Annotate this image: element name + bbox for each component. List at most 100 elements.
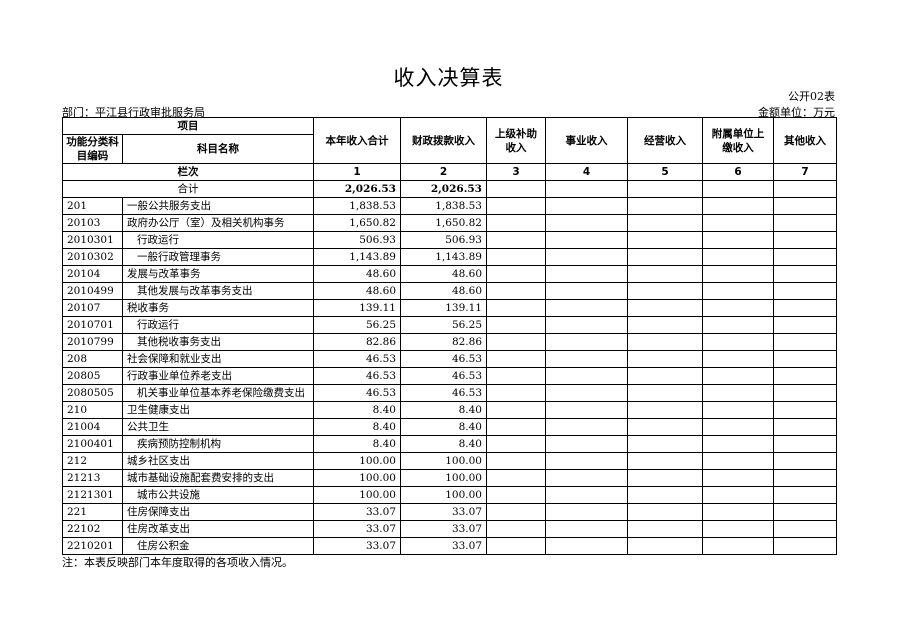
affiliated-income-cell <box>702 418 774 436</box>
code-cell: 20805 <box>62 367 123 385</box>
total-label: 合计 <box>62 180 314 198</box>
code-cell: 221 <box>62 503 123 521</box>
header-col-7: 其他收入 <box>773 117 837 164</box>
affiliated-income-cell <box>702 486 774 504</box>
code-cell: 21213 <box>62 469 123 487</box>
operating-income-cell <box>627 282 703 300</box>
business-income-cell <box>545 197 628 215</box>
total-income-cell: 100.00 <box>313 486 401 504</box>
total-value-4 <box>545 180 628 198</box>
fiscal-income-cell: 1,143.89 <box>400 248 487 266</box>
business-income-cell <box>545 367 628 385</box>
total-value-7 <box>773 180 837 198</box>
name-cell: 行政运行 <box>122 316 314 334</box>
fiscal-income-cell: 100.00 <box>400 486 487 504</box>
fiscal-income-cell: 33.07 <box>400 537 487 555</box>
other-income-cell <box>773 214 837 232</box>
operating-income-cell <box>627 214 703 232</box>
total-income-cell: 1,838.53 <box>313 197 401 215</box>
business-income-cell <box>545 214 628 232</box>
fiscal-income-cell: 1,838.53 <box>400 197 487 215</box>
superior-subsidy-cell <box>486 367 546 385</box>
superior-subsidy-cell <box>486 401 546 419</box>
table-row: 22102 住房改革支出 33.07 33.07 <box>62 520 837 538</box>
operating-income-cell <box>627 299 703 317</box>
name-cell: 其他税收事务支出 <box>122 333 314 351</box>
operating-income-cell <box>627 520 703 538</box>
other-income-cell <box>773 282 837 300</box>
affiliated-income-cell <box>702 520 774 538</box>
name-cell: 行政事业单位养老支出 <box>122 367 314 385</box>
affiliated-income-cell <box>702 248 774 266</box>
business-income-cell <box>545 418 628 436</box>
header-col-5: 经营收入 <box>627 117 703 164</box>
total-income-cell: 33.07 <box>313 537 401 555</box>
other-income-cell <box>773 384 837 402</box>
code-cell: 2010799 <box>62 333 123 351</box>
name-cell: 一般公共服务支出 <box>122 197 314 215</box>
fiscal-income-cell: 56.25 <box>400 316 487 334</box>
name-cell: 疾病预防控制机构 <box>122 435 314 453</box>
other-income-cell <box>773 367 837 385</box>
operating-income-cell <box>627 418 703 436</box>
table-row: 20104 发展与改革事务 48.60 48.60 <box>62 265 837 283</box>
seq-2: 2 <box>400 163 487 181</box>
total-value-5 <box>627 180 703 198</box>
superior-subsidy-cell <box>486 520 546 538</box>
other-income-cell <box>773 350 837 368</box>
page-title: 收入决算表 <box>393 66 504 90</box>
total-income-cell: 139.11 <box>313 299 401 317</box>
superior-subsidy-cell <box>486 469 546 487</box>
code-cell: 201 <box>62 197 123 215</box>
table-row: 20103 政府办公厅（室）及相关机构事务 1,650.82 1,650.82 <box>62 214 837 232</box>
fiscal-income-cell: 506.93 <box>400 231 487 249</box>
fiscal-income-cell: 139.11 <box>400 299 487 317</box>
table-row: 221 住房保障支出 33.07 33.07 <box>62 503 837 521</box>
business-income-cell <box>545 503 628 521</box>
header-col-4: 事业收入 <box>545 117 628 164</box>
code-cell: 208 <box>62 350 123 368</box>
header-code: 功能分类科目编码 <box>62 134 123 164</box>
table-row: 2010499 其他发展与改革事务支出 48.60 48.60 <box>62 282 837 300</box>
total-value-2: 2,026.53 <box>400 180 487 198</box>
name-cell: 卫生健康支出 <box>122 401 314 419</box>
total-income-cell: 33.07 <box>313 520 401 538</box>
operating-income-cell <box>627 197 703 215</box>
total-income-cell: 8.40 <box>313 401 401 419</box>
fiscal-income-cell: 48.60 <box>400 282 487 300</box>
affiliated-income-cell <box>702 197 774 215</box>
operating-income-cell <box>627 537 703 555</box>
other-income-cell <box>773 537 837 555</box>
superior-subsidy-cell <box>486 214 546 232</box>
superior-subsidy-cell <box>486 197 546 215</box>
operating-income-cell <box>627 316 703 334</box>
name-cell: 城市基础设施配套费安排的支出 <box>122 469 314 487</box>
table-row: 21213 城市基础设施配套费安排的支出 100.00 100.00 <box>62 469 837 487</box>
table-row: 2010302 一般行政管理事务 1,143.89 1,143.89 <box>62 248 837 266</box>
unit-label: 金额单位：万元 <box>758 106 835 119</box>
affiliated-income-cell <box>702 333 774 351</box>
operating-income-cell <box>627 367 703 385</box>
superior-subsidy-cell <box>486 231 546 249</box>
other-income-cell <box>773 452 837 470</box>
table-row: 208 社会保障和就业支出 46.53 46.53 <box>62 350 837 368</box>
name-cell: 公共卫生 <box>122 418 314 436</box>
name-cell: 城乡社区支出 <box>122 452 314 470</box>
header-item: 项目 <box>62 117 314 135</box>
operating-income-cell <box>627 384 703 402</box>
name-cell: 机关事业单位基本养老保险缴费支出 <box>122 384 314 402</box>
business-income-cell <box>545 435 628 453</box>
total-income-cell: 56.25 <box>313 316 401 334</box>
superior-subsidy-cell <box>486 282 546 300</box>
other-income-cell <box>773 316 837 334</box>
superior-subsidy-cell <box>486 435 546 453</box>
other-income-cell <box>773 248 837 266</box>
fiscal-income-cell: 8.40 <box>400 401 487 419</box>
superior-subsidy-cell <box>486 452 546 470</box>
other-income-cell <box>773 231 837 249</box>
business-income-cell <box>545 248 628 266</box>
business-income-cell <box>545 299 628 317</box>
code-cell: 2121301 <box>62 486 123 504</box>
other-income-cell <box>773 401 837 419</box>
total-income-cell: 46.53 <box>313 350 401 368</box>
